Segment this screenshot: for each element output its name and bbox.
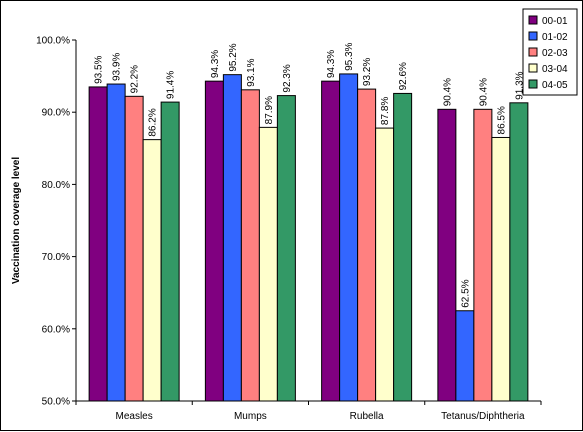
data-label: 95.3% [344,42,355,70]
data-label: 95.2% [228,43,239,71]
data-label: 87.9% [264,96,275,124]
legend-swatch-02-03 [528,47,538,57]
bar-00-01 [437,108,457,402]
bar-01-02 [106,83,126,402]
data-label: 93.1% [246,58,257,86]
x-tick-label: Measles [116,411,153,422]
bar-04-05 [276,95,296,402]
bar-01-02 [222,74,242,402]
data-label: 93.5% [94,55,105,83]
x-tick-label: Mumps [234,411,267,422]
data-label-group: 93.5% 93.9% 92.2% 86.2% 91.4% 94.3% 95.2% 93.1%… [94,42,526,307]
bar-03-04 [375,127,395,402]
data-label: 93.9% [112,53,123,81]
legend-label: 02-03 [542,48,568,59]
bar-02-03 [124,95,144,402]
data-label: 86.5% [496,106,507,134]
bar-03-04 [142,139,162,402]
legend-swatch-03-04 [528,63,538,73]
data-label: 87.8% [380,97,391,125]
data-label: 94.3% [210,50,221,78]
y-tick-label: 70.0% [42,252,70,263]
bar-03-04 [491,136,511,402]
legend: 00-01 01-02 02-03 03-04 04-05 [522,8,578,96]
bar-00-01 [204,80,224,402]
bar-02-03 [473,108,493,402]
data-label: 92.2% [130,65,141,93]
data-label: 91.3% [514,71,525,99]
data-label: 94.3% [326,50,337,78]
data-label: 90.4% [478,78,489,106]
bar-00-01 [88,86,108,402]
data-label: 92.3% [282,64,293,92]
legend-swatch-04-05 [528,79,538,89]
bar-02-03 [240,89,260,402]
x-tick-label: Rubella [350,411,384,422]
data-label: 90.4% [442,78,453,106]
data-label: 86.2% [148,108,159,136]
data-label: 93.2% [362,58,373,86]
y-tick-label: 60.0% [42,324,70,335]
bar-group [88,73,529,402]
y-axis-title: Vaccination coverage level [11,157,22,285]
bar-04-05 [160,101,180,402]
legend-label: 03-04 [542,64,568,75]
legend-label: 01-02 [542,32,568,43]
legend-swatch-00-01 [528,15,538,25]
legend-label: 00-01 [542,16,568,27]
y-tick-label: 80.0% [42,180,70,191]
bar-02-03 [357,88,377,402]
data-label: 92.6% [398,62,409,90]
bar-01-02 [339,73,359,402]
x-tick-label: Tetanus/Diphtheria [441,411,525,422]
y-tick-label: 50.0% [42,397,70,408]
bar-03-04 [258,126,278,402]
bar-04-05 [509,102,529,402]
bar-00-01 [321,80,341,402]
y-tick-label: 100.0% [36,36,70,47]
bar-01-02 [455,310,475,402]
legend-swatch-01-02 [528,31,538,41]
legend-label: 04-05 [542,80,568,91]
bar-04-05 [393,92,413,402]
data-label: 91.4% [166,71,177,99]
data-label: 62.5% [460,279,471,307]
y-tick-label: 90.0% [42,108,70,119]
